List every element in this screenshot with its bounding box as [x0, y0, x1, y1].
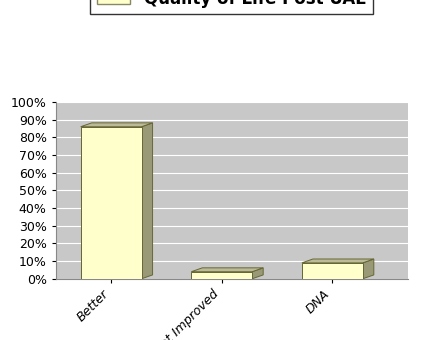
Polygon shape	[142, 123, 153, 279]
Polygon shape	[81, 123, 153, 127]
FancyBboxPatch shape	[191, 272, 252, 279]
Legend: Quality of Life Post UAE: Quality of Life Post UAE	[91, 0, 373, 14]
Polygon shape	[191, 268, 263, 272]
FancyBboxPatch shape	[81, 127, 142, 279]
Polygon shape	[252, 268, 263, 279]
Polygon shape	[302, 259, 374, 263]
Polygon shape	[363, 259, 374, 279]
FancyBboxPatch shape	[302, 263, 363, 279]
